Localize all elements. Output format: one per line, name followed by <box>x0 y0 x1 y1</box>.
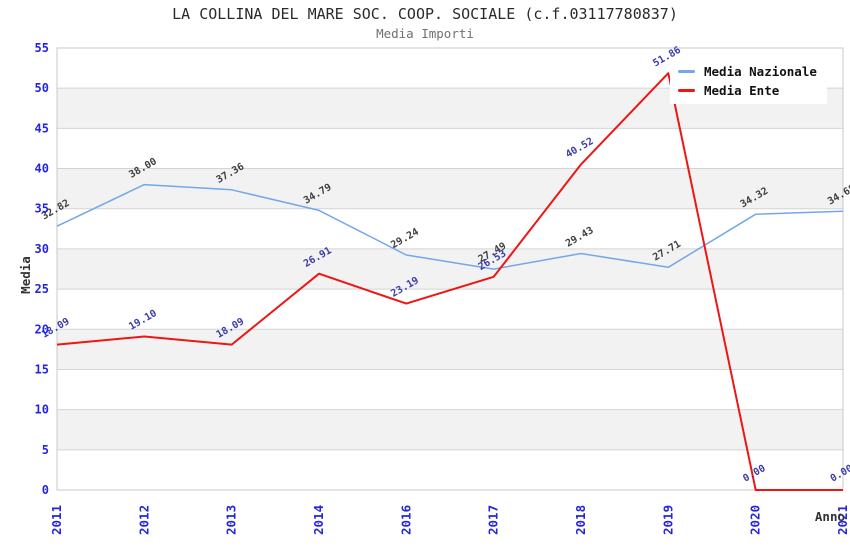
x-tick-label: 2014 <box>311 505 326 535</box>
series-line-media-nazionale <box>56 183 844 270</box>
x-tick-label: 2012 <box>136 505 151 535</box>
legend-swatch-media-nazionale <box>678 69 695 73</box>
data-label: 29.43 <box>564 225 596 250</box>
y-tick-label: 40 <box>35 162 49 176</box>
grid-band <box>57 409 843 450</box>
legend-label: Media Ente <box>704 82 780 98</box>
x-tick-label: 2013 <box>224 505 239 535</box>
x-axis-title: Anno <box>815 509 845 524</box>
y-tick-label: 5 <box>42 443 49 457</box>
legend-item-media-nazionale: Media Nazionale <box>678 63 817 79</box>
grid-band <box>57 248 843 290</box>
x-tick-label: 2020 <box>748 505 763 535</box>
chart-subtitle: Media Importi <box>376 26 474 41</box>
y-tick-label: 15 <box>35 362 49 376</box>
y-tick-label: 45 <box>35 121 49 135</box>
legend-item-media-ente: Media Ente <box>678 82 817 98</box>
grid-band <box>57 329 843 370</box>
grid-band <box>57 168 843 209</box>
x-tick-label: 2016 <box>398 505 413 535</box>
y-tick-label: 0 <box>42 483 49 497</box>
y-tick-label: 20 <box>35 322 49 336</box>
data-label: 40.52 <box>564 136 596 161</box>
data-label: 29.24 <box>389 227 421 252</box>
y-axis-title: Media <box>18 256 33 294</box>
x-tick-label: 2011 <box>49 505 64 535</box>
y-tick-label: 25 <box>35 282 49 296</box>
data-label: 0.00 <box>829 463 850 485</box>
legend: Media Nazionale Media Ente <box>670 59 827 104</box>
plot-border <box>56 47 844 491</box>
y-tick-label: 30 <box>35 242 49 256</box>
x-tick-label: 2018 <box>573 505 588 535</box>
x-tick-label: 2017 <box>486 505 501 535</box>
y-tick-label: 50 <box>35 81 49 95</box>
chart-title: LA COLLINA DEL MARE SOC. COOP. SOCIALE (… <box>172 5 678 23</box>
x-tick-label: 2021 <box>835 505 850 535</box>
y-tick-label: 35 <box>35 202 49 216</box>
y-tick-label: 55 <box>35 41 49 55</box>
x-tick-label: 2019 <box>660 505 675 535</box>
series-line-media-ente <box>56 72 843 491</box>
legend-label: Media Nazionale <box>704 63 817 79</box>
y-tick-label: 10 <box>35 403 49 417</box>
legend-swatch-media-ente <box>678 88 695 92</box>
